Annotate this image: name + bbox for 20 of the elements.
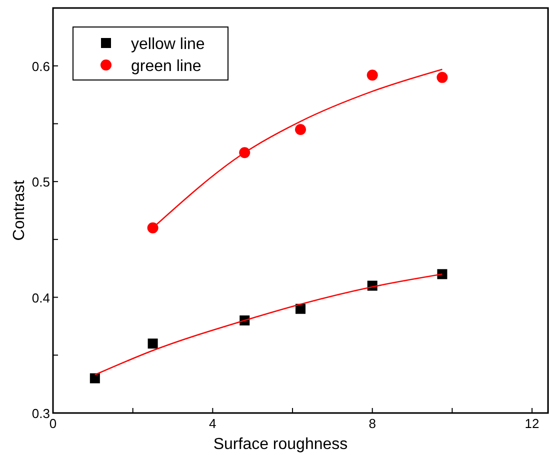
x-tick-label: 8 — [368, 416, 376, 431]
point — [296, 304, 306, 314]
x-tick-label: 0 — [49, 416, 57, 431]
point — [148, 338, 158, 349]
legend-label: green line — [131, 58, 202, 75]
point — [90, 373, 100, 384]
y-tick-label: 0.4 — [32, 290, 50, 306]
y-tick-label: 0.3 — [32, 406, 50, 421]
point — [366, 70, 378, 81]
y-tick-label: 0.6 — [32, 58, 50, 74]
legend-label: yellow line — [131, 36, 205, 53]
point — [436, 72, 448, 83]
point — [295, 124, 306, 135]
y-tick-label: 0.5 — [32, 174, 50, 190]
y-axis-title: Contrast — [11, 180, 28, 241]
point — [147, 222, 158, 234]
point — [437, 269, 448, 280]
x-axis-title: Surface roughness — [213, 436, 348, 453]
x-tick-label: 12 — [524, 416, 540, 431]
x-tick-label: 4 — [209, 416, 216, 431]
